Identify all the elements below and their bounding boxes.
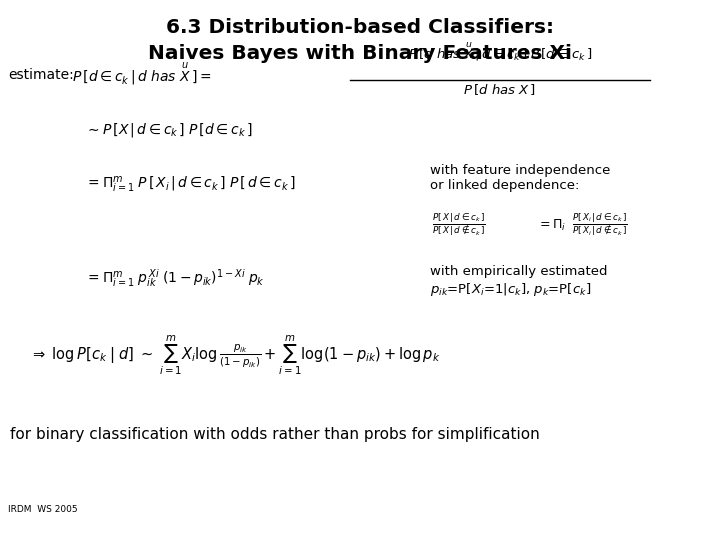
Text: for binary classification with odds rather than probs for simplification: for binary classification with odds rath… bbox=[10, 428, 540, 442]
Text: with feature independence
or linked dependence:: with feature independence or linked depe… bbox=[430, 164, 611, 192]
Text: $P\,[d\ has\ \overset{u}{X}\,|\,d \in c_k\,]\;P\,[d \in c_k\,]$: $P\,[d\ has\ \overset{u}{X}\,|\,d \in c_… bbox=[408, 40, 592, 63]
Text: $\frac{P[\,X_i\,|\,d \in c_k\,]}{P[\,X_i\,|\,d \notin c_k\,]}$: $\frac{P[\,X_i\,|\,d \in c_k\,]}{P[\,X_i… bbox=[572, 212, 628, 238]
Text: $=\Pi_{i=1}^{m}\;p_{ik}^{\,Xi}\;(1-p_{ik})^{1-Xi}\;p_k$: $=\Pi_{i=1}^{m}\;p_{ik}^{\,Xi}\;(1-p_{ik… bbox=[85, 267, 265, 289]
Text: $P\,[d\ has\ X\,]$: $P\,[d\ has\ X\,]$ bbox=[464, 82, 536, 97]
Text: Naives Bayes with Binary Features Xi: Naives Bayes with Binary Features Xi bbox=[148, 44, 572, 63]
Text: $\Rightarrow\;\log P[c_k\;|\;d]\;\sim\;\sum_{i=1}^{m} X_i \log \frac{p_{ik}}{(1-: $\Rightarrow\;\log P[c_k\;|\;d]\;\sim\;\… bbox=[30, 333, 441, 376]
Text: with empirically estimated: with empirically estimated bbox=[430, 266, 608, 279]
Text: 6.3 Distribution-based Classifiers:: 6.3 Distribution-based Classifiers: bbox=[166, 18, 554, 37]
Text: $P\,[d \in c_k\,|\,d\ has\ \overset{u}{X}\,] =$: $P\,[d \in c_k\,|\,d\ has\ \overset{u}{X… bbox=[72, 62, 212, 88]
Text: $\sim P\,[X\,|\,d \in c_k\,]\;P\,[d \in c_k\,]$: $\sim P\,[X\,|\,d \in c_k\,]\;P\,[d \in … bbox=[85, 121, 253, 139]
Text: IRDM  WS 2005: IRDM WS 2005 bbox=[8, 505, 78, 515]
Text: $= \Pi_i$: $= \Pi_i$ bbox=[537, 218, 566, 233]
Text: $\frac{P[\,X\,|\,d \in c_k\,]}{P[\,X\,|\,d \notin c_k\,]}$: $\frac{P[\,X\,|\,d \in c_k\,]}{P[\,X\,|\… bbox=[432, 212, 486, 238]
Text: $=\Pi_{i=1}^{m}\;P\,[\,X_i\,|\,d \in c_k\,]\;P\,[\,d \in c_k\,]$: $=\Pi_{i=1}^{m}\;P\,[\,X_i\,|\,d \in c_k… bbox=[85, 175, 296, 195]
Text: $p_{ik}$=P[$X_i$=1|$c_k$], $p_k$=P[$c_k$]: $p_{ik}$=P[$X_i$=1|$c_k$], $p_k$=P[$c_k$… bbox=[430, 280, 591, 298]
Text: estimate:: estimate: bbox=[8, 68, 73, 82]
